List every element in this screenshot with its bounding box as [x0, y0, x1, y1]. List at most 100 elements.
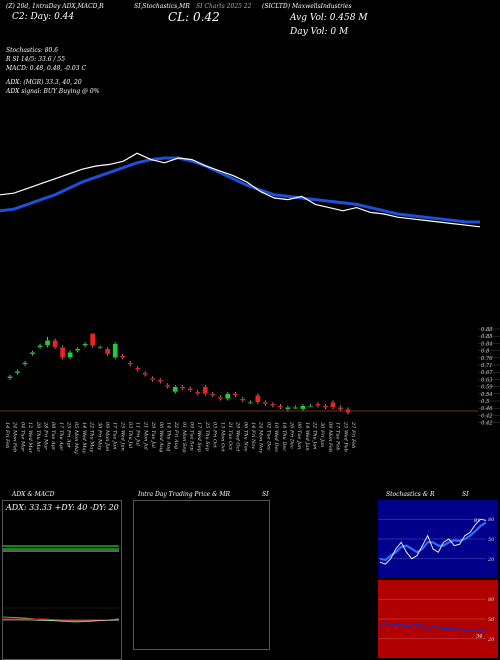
candle	[255, 395, 261, 403]
header-line1-left: (Z) 20d, 1ntraDay ADX,MACD,R	[6, 3, 104, 10]
adx-signal-readout: ADX signal: BUY Buying @ 0%	[6, 88, 100, 95]
candle	[337, 407, 344, 410]
candle	[29, 352, 36, 355]
candle	[225, 393, 231, 399]
price-line	[0, 152, 481, 228]
candle	[150, 378, 156, 381]
moving-average-line	[0, 156, 480, 224]
candle	[187, 388, 193, 391]
y-tick-label: 0.42	[481, 413, 493, 419]
candle	[112, 343, 118, 358]
x-tick-label: 02 Tue Dec	[265, 422, 271, 451]
candle	[345, 408, 351, 413]
candle	[292, 407, 299, 409]
y-tick-label: 0.59	[481, 385, 493, 391]
x-tick-label: 04 Tue Mar	[19, 422, 25, 452]
day-vol: Day Vol: 0 M	[290, 27, 349, 37]
stoch-d-line	[379, 518, 487, 565]
candle	[262, 402, 269, 405]
candle	[120, 355, 126, 358]
stoch-tick-label: 20	[487, 557, 495, 563]
adx-panel-readout: ADX: 33.33 +DY: 40 -DY: 20	[6, 503, 119, 512]
candle	[14, 371, 21, 374]
close-text: CL: 0.42	[168, 10, 220, 24]
x-tick-label: 03 Fri Oct	[212, 422, 218, 449]
candle	[74, 348, 81, 351]
y-tick-label: 0.8	[481, 349, 490, 355]
x-tick-label: 14 Thu Aug	[165, 422, 171, 451]
stoch-panel-title-left: Stochastics & R	[386, 491, 435, 498]
rsi-tick-label: 50	[488, 617, 495, 623]
rsi-tick-label: 80	[488, 597, 495, 603]
x-tick-label: 09 Tue Sep	[189, 422, 195, 451]
intraday-title-right: SI	[262, 491, 269, 498]
candle	[142, 372, 148, 375]
candle	[89, 333, 96, 346]
x-tick-label: 17 Tue Jun	[112, 422, 118, 450]
candle	[172, 386, 178, 393]
macd-histogram	[3, 619, 120, 622]
rsi-tick-label: 20	[487, 637, 495, 643]
x-tick-label: 21 Mon Jul	[142, 421, 148, 450]
y-tick-label: 0.63	[481, 377, 493, 383]
x-tick-label: 14 Fri Feb	[4, 422, 10, 448]
x-tick-label: 05 Mon May	[73, 422, 79, 454]
candle	[52, 340, 58, 348]
stoch-k-line	[379, 521, 487, 562]
macd-signal-line	[3, 618, 119, 621]
candle	[135, 367, 141, 370]
x-tick-label: 06 Thu Nov	[242, 422, 248, 452]
x-tick-label: 11 Fri Jul	[135, 422, 141, 446]
x-tick-label: 25 Wed Jun	[119, 421, 125, 451]
adx-readout: ADX: (MGR) 33.3, 40, 20	[6, 79, 82, 86]
avg-vol: Avg Vol: 0.458 M	[290, 13, 368, 23]
candle	[97, 347, 103, 349]
main-chart: 0.880.850.840.80.760.710.670.630.590.540…	[0, 152, 500, 454]
stoch-panel-title-right: SI	[462, 491, 469, 498]
x-tick-label: 09 Mon Feb	[327, 422, 333, 452]
x-tick-label: 25 Fri Apr	[66, 421, 72, 449]
x-tick-label: 30 Fri May	[96, 422, 102, 450]
candle	[210, 393, 216, 396]
header-line1-mid: SI,Stochastics,MR	[134, 3, 190, 10]
candle	[44, 340, 51, 346]
y-tick-label: 0.5	[481, 399, 489, 405]
x-tick-label: 17 Wed Sep	[196, 422, 202, 453]
x-tick-label: 01 Mon Sep	[181, 422, 187, 453]
candle	[330, 402, 336, 408]
candle	[300, 405, 306, 410]
stoch-value-label: 81	[474, 518, 480, 524]
x-tick-label: 24 Mon Nov	[258, 421, 264, 453]
candle	[82, 343, 88, 346]
rsi-line	[379, 622, 487, 632]
y-tick-label: 0.85	[481, 334, 493, 340]
x-tick-label: 09 Mon Jun	[104, 422, 110, 451]
intraday-title-left: Intra Day Trading Price & MR	[138, 491, 231, 498]
candle	[7, 376, 13, 379]
header-line1-right: SI Charts 2025 22	[196, 3, 252, 10]
x-tick-label: 12 Wed Mar	[27, 422, 33, 454]
candle	[37, 345, 43, 348]
x-tick-label: 20 Thu Mar	[35, 421, 41, 452]
y-tick-label: 0.42	[481, 421, 493, 427]
x-tick-label: 22 Thu May	[89, 421, 95, 452]
candle	[67, 352, 73, 358]
x-tick-label: 06 Tue Jan	[296, 422, 302, 449]
x-tick-label: 18 Thu Dec	[281, 422, 287, 451]
candle	[157, 379, 163, 382]
x-tick-label: 13 Mon Oct	[219, 422, 225, 453]
candle	[307, 405, 314, 408]
candle	[104, 348, 111, 355]
candle	[240, 398, 246, 401]
candle	[59, 347, 66, 358]
rsi-readout: R SI 14/5: 33.6 / 55	[6, 56, 66, 63]
x-tick-label: 25 Wed Feb	[342, 421, 348, 452]
y-tick-label: 0.54	[481, 392, 493, 398]
x-tick-label: 08 Tue Apr	[50, 422, 56, 451]
stoch-tick-label: 50	[488, 537, 495, 543]
rsi-value-label: 34	[476, 634, 482, 640]
x-tick-label: 03 Thu Jul	[127, 422, 133, 449]
candle	[247, 402, 254, 404]
x-tick-label: 28 Fri Mar	[42, 421, 48, 450]
x-tick-label: 26 Fri Dec	[288, 421, 294, 449]
